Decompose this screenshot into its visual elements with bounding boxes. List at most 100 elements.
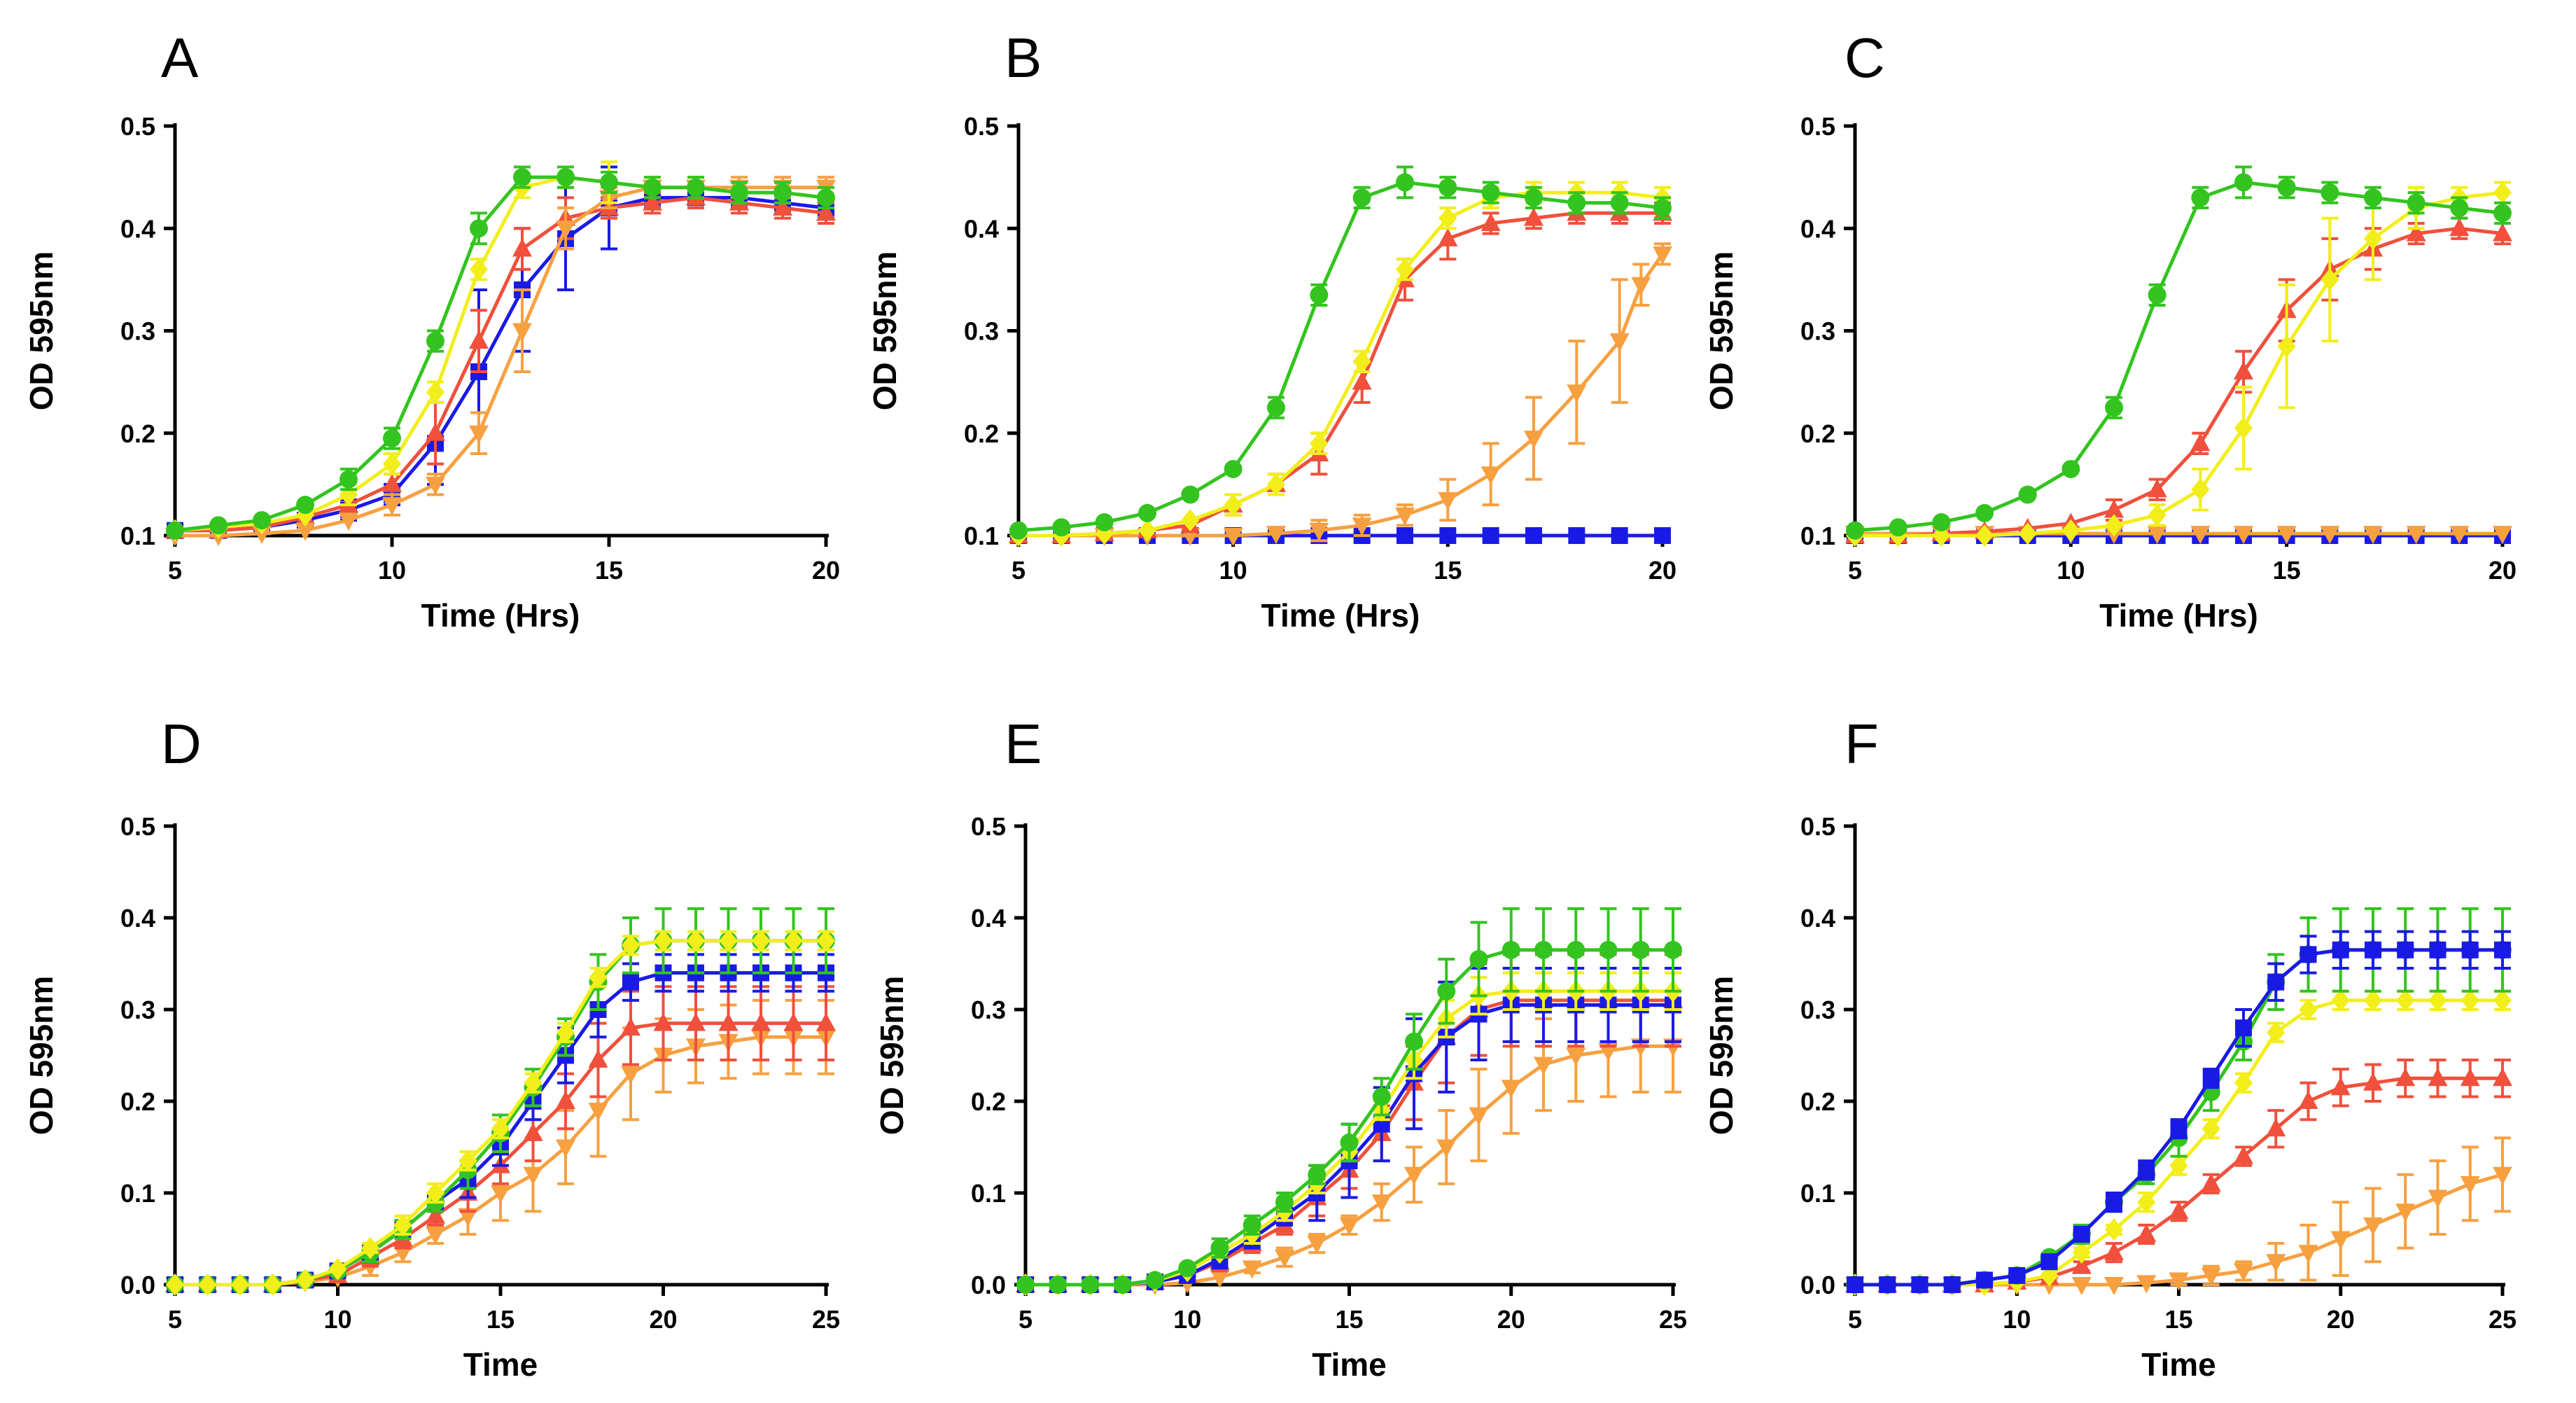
data-point-red (2449, 218, 2470, 237)
chart-panel-e: E 0.0 0.1 0.2 0.3 0.4 0.5 5 10 15 20 25 Time OD 595nm (874, 713, 1687, 1383)
data-point-red (686, 1012, 706, 1031)
y-tick-label: 0.5 (1800, 112, 1835, 141)
data-point-orange (556, 1139, 575, 1158)
chart-panel-b: B 0.1 0.2 0.3 0.4 0.5 5 10 15 20 Time (Hrs) OD 595n… (867, 27, 1676, 634)
data-point-red (751, 1012, 771, 1031)
data-point-red (2330, 1077, 2351, 1096)
data-point-yellow (687, 929, 705, 952)
data-point-green (166, 521, 184, 540)
data-point-blue (2073, 1225, 2090, 1243)
data-point-red (2071, 1255, 2092, 1274)
series-blue (167, 165, 834, 539)
data-point-green (1469, 949, 1488, 968)
data-point-orange (1223, 528, 1243, 546)
data-point-blue (1911, 1276, 1928, 1293)
x-axis-title: Time (Hrs) (1261, 597, 1420, 634)
data-point-red (469, 330, 489, 349)
data-point-orange (512, 323, 532, 342)
data-point-orange (2460, 1175, 2480, 1194)
x-tick-label: 20 (2327, 1305, 2355, 1334)
data-point-blue (2365, 941, 2381, 958)
x-tick-label: 25 (1659, 1305, 1687, 1334)
data-point-yellow (2234, 1071, 2253, 1094)
data-point-yellow (2148, 503, 2166, 526)
data-point-orange (2071, 1277, 2092, 1295)
data-point-orange (1524, 431, 1544, 449)
y-tick-label: 0.2 (1800, 419, 1835, 448)
data-point-red (2234, 1145, 2253, 1164)
y-axis-title: OD 595nm (23, 976, 59, 1136)
data-point-yellow (2062, 519, 2080, 542)
series-line-red (1018, 211, 1662, 538)
data-point-green (340, 470, 358, 489)
data-point-yellow (2493, 989, 2512, 1012)
data-point-red (1438, 228, 1458, 246)
data-point-red (2298, 1091, 2318, 1109)
data-point-green (1534, 940, 1553, 959)
data-point-red (2460, 1068, 2480, 1087)
data-point-orange (2266, 1254, 2286, 1273)
x-axis-title: Time (463, 1346, 538, 1383)
data-point-green (730, 183, 748, 202)
series-blue (1847, 930, 2511, 1293)
data-point-yellow (2105, 1218, 2123, 1241)
y-axis-title: OD 595nm (1703, 976, 1740, 1136)
data-point-green (2018, 485, 2037, 504)
data-point-orange (1266, 526, 1286, 545)
data-point-blue (1847, 1276, 1863, 1293)
data-point-red (588, 1049, 608, 1068)
data-point-red (653, 1012, 673, 1031)
series-red (1845, 216, 2512, 543)
data-point-orange (2449, 526, 2470, 545)
data-point-blue (1611, 527, 1628, 544)
data-point-green (1599, 940, 1618, 959)
y-tick-label: 0.3 (1800, 317, 1835, 346)
panel-label: B (1004, 27, 1042, 89)
data-point-orange (2428, 1189, 2448, 1208)
data-point-blue (2138, 1161, 2155, 1179)
data-point-orange (2234, 526, 2253, 545)
data-point-blue (2235, 1019, 2252, 1037)
series-orange (1845, 1136, 2512, 1295)
data-point-blue (622, 973, 639, 991)
data-point-green (1653, 199, 1672, 217)
series-line-orange (175, 186, 826, 538)
data-point-red (2104, 1242, 2124, 1261)
data-point-orange (1534, 1056, 1553, 1075)
y-tick-label: 0.1 (120, 522, 155, 550)
data-point-orange (2363, 526, 2383, 545)
x-tick-label: 15 (2273, 556, 2301, 585)
y-axis-title: OD 595nm (874, 976, 910, 1136)
data-point-blue (2300, 946, 2317, 963)
series-line-blue (175, 195, 827, 533)
x-axis-title: Time (Hrs) (421, 597, 580, 634)
data-point-green (643, 178, 662, 197)
data-point-orange (426, 1226, 445, 1245)
data-point-yellow (2277, 335, 2296, 358)
x-axis-title: Time (2141, 1346, 2216, 1383)
data-point-orange (1609, 333, 1630, 352)
x-tick-label: 20 (649, 1305, 677, 1334)
data-point-yellow (2191, 478, 2210, 501)
x-tick-label: 5 (1848, 556, 1862, 585)
data-point-orange (295, 522, 315, 541)
data-point-red (2201, 1173, 2221, 1192)
data-point-green (1178, 1259, 1197, 1278)
data-point-green (1081, 1276, 1100, 1294)
data-point-orange (1339, 1217, 1359, 1236)
data-point-red (2395, 1068, 2416, 1087)
data-point-blue (1568, 527, 1586, 544)
x-tick-label: 10 (2057, 556, 2085, 585)
x-tick-label: 15 (486, 1305, 514, 1334)
y-tick-label: 0.2 (120, 419, 155, 448)
data-point-red (2169, 1201, 2189, 1220)
data-point-orange (1371, 1194, 1392, 1213)
x-tick-label: 25 (2488, 1305, 2516, 1334)
data-point-orange (1404, 1166, 1424, 1185)
data-point-red (2136, 1223, 2157, 1242)
data-point-green (1438, 178, 1457, 197)
series-line-yellow (174, 175, 827, 533)
data-point-blue (2106, 1194, 2122, 1211)
y-tick-label: 0.2 (964, 419, 999, 448)
data-point-yellow (2493, 181, 2512, 204)
